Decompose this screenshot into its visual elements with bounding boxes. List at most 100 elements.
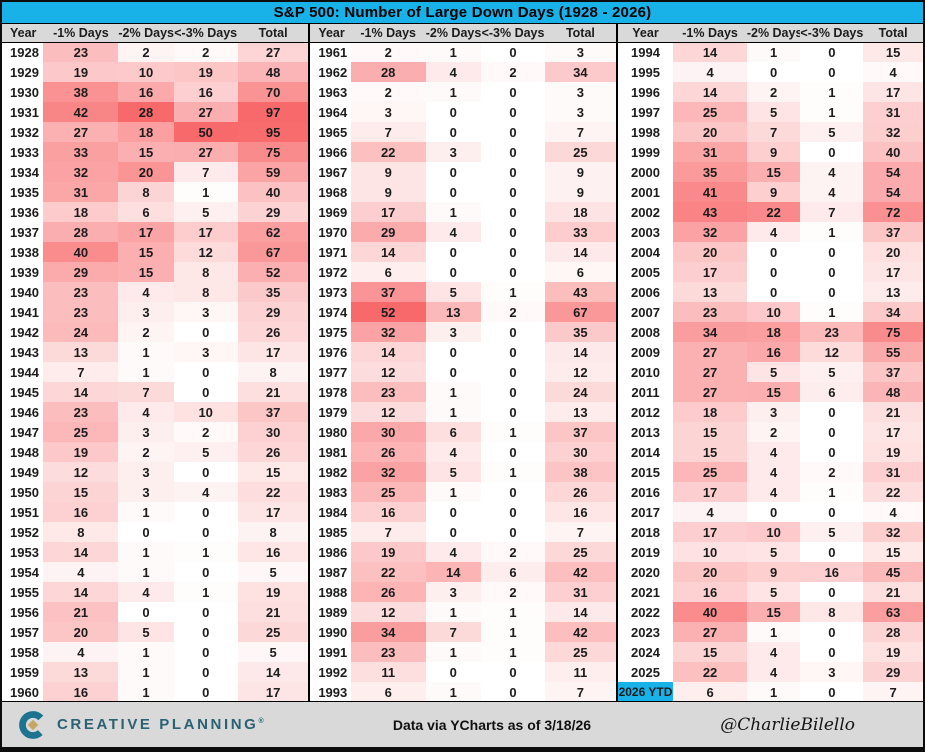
value-cell: 48 [863,382,923,402]
year-cell: 1984 [309,502,351,522]
value-cell: 0 [800,442,864,462]
year-cell: 1958 [2,642,44,662]
value-cell: 3 [746,402,801,422]
value-cell: 4 [425,62,481,82]
value-cell: 37 [863,362,923,382]
year-cell: 1986 [309,542,351,562]
year-cell: 2013 [616,422,674,442]
table-row: 1939 29 15 8 52 [2,262,309,282]
value-cell: 0 [800,62,864,82]
value-cell: 13 [43,342,119,362]
value-cell: 30 [545,442,616,462]
value-cell: 15 [43,482,119,502]
value-cell: 0 [480,222,546,242]
value-cell: 37 [237,402,309,422]
year-cell: 1996 [616,82,674,102]
value-cell: 26 [237,322,309,342]
table-row: 2021 16 5 0 21 [616,582,923,602]
table-row: 2019 10 5 0 15 [616,542,923,562]
year-cell: 1932 [2,122,44,142]
table-row: 1968 9 0 0 9 [309,182,616,202]
table-row: 1975 32 3 0 35 [309,322,616,342]
value-cell: 0 [480,522,546,542]
value-cell: 9 [350,162,426,182]
year-table-2: Year -1% Days -2% Days <-3% Days Total 1961 2 1… [308,24,616,702]
year-cell: 1962 [309,62,351,82]
value-cell: 0 [480,162,546,182]
table-row: 2003 32 4 1 37 [616,222,923,242]
year-cell: 1959 [2,662,44,682]
year-cell: 2020 [616,562,674,582]
table-row: 2008 34 18 23 75 [616,322,923,342]
year-cell: 2008 [616,322,674,342]
value-cell: 7 [425,622,481,642]
column-header: Total [237,24,309,43]
value-cell: 3 [425,582,481,602]
value-cell: 31 [545,582,616,602]
value-cell: 75 [237,142,309,162]
value-cell: 54 [863,162,923,182]
value-cell: 3 [173,342,238,362]
table-row: 1964 3 0 0 3 [309,102,616,122]
value-cell: 3 [545,102,616,122]
column-header: Year [616,24,674,43]
value-cell: 16 [673,582,747,602]
value-cell: 6 [350,262,426,282]
value-cell: 1 [425,642,481,662]
table-row: 2011 27 15 6 48 [616,382,923,402]
value-cell: 0 [425,162,481,182]
value-cell: 23 [673,302,747,322]
value-cell: 95 [237,122,309,142]
value-cell: 1 [173,182,238,202]
value-cell: 19 [350,542,426,562]
value-cell: 0 [425,262,481,282]
value-cell: 8 [800,602,864,622]
table-row: 1978 23 1 0 24 [309,382,616,402]
value-cell: 3 [425,322,481,342]
value-cell: 22 [350,562,426,582]
year-cell: 1978 [309,382,351,402]
value-cell: 5 [425,282,481,302]
value-cell: 2 [118,322,174,342]
value-cell: 0 [480,662,546,682]
year-cell: 2010 [616,362,674,382]
year-cell: 1998 [616,122,674,142]
value-cell: 34 [863,302,923,322]
table-row: 2012 18 3 0 21 [616,402,923,422]
value-cell: 1 [746,682,801,702]
value-cell: 17 [673,522,747,542]
value-cell: 2 [480,582,546,602]
value-cell: 10 [173,402,238,422]
year-cell: 1953 [2,542,44,562]
value-cell: 7 [545,122,616,142]
value-cell: 17 [237,682,309,702]
year-cell: 1967 [309,162,351,182]
value-cell: 62 [237,222,309,242]
value-cell: 31 [43,182,119,202]
year-cell: 1972 [309,262,351,282]
value-cell: 0 [800,682,864,702]
value-cell: 33 [545,222,616,242]
year-cell: 2018 [616,522,674,542]
table-row: 1945 14 7 0 21 [2,382,309,402]
value-cell: 7 [545,522,616,542]
value-cell: 15 [673,642,747,662]
table-row: 2014 15 4 0 19 [616,442,923,462]
value-cell: 19 [43,442,119,462]
year-cell: 1999 [616,142,674,162]
value-cell: 15 [746,382,801,402]
table-row: 1929 19 10 19 48 [2,62,309,82]
value-cell: 25 [673,102,747,122]
value-cell: 5 [237,562,309,582]
value-cell: 4 [746,222,801,242]
value-cell: 6 [118,202,174,222]
value-cell: 0 [480,82,546,102]
year-cell: 1973 [309,282,351,302]
table-row: 1985 7 0 0 7 [309,522,616,542]
year-cell: 1964 [309,102,351,122]
year-cell: 1961 [309,42,351,62]
value-cell: 0 [800,622,864,642]
year-cell: 1931 [2,102,44,122]
value-cell: 14 [673,42,747,62]
